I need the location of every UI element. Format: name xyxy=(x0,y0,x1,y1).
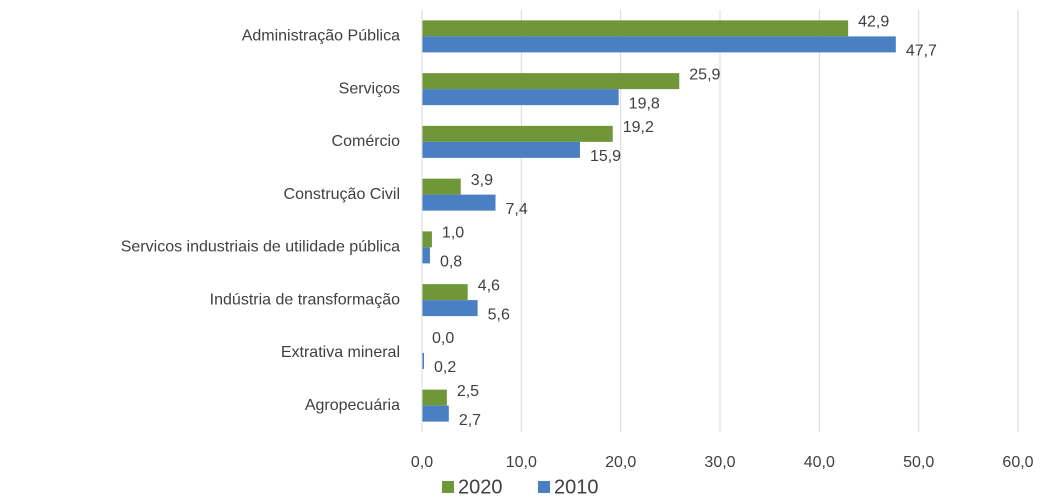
y-tick-label: Agropecuária xyxy=(305,397,400,414)
x-tick-label: 60,0 xyxy=(1002,454,1033,471)
bar xyxy=(422,73,680,90)
legend-label: 2020 xyxy=(458,476,503,498)
data-label: 2,5 xyxy=(457,383,479,400)
data-label: 42,9 xyxy=(858,14,889,31)
data-label: 19,2 xyxy=(623,119,654,136)
data-label: 1,0 xyxy=(442,225,464,242)
data-label: 15,9 xyxy=(590,148,621,165)
bar xyxy=(422,141,580,158)
x-tick-label: 40,0 xyxy=(804,454,835,471)
bar xyxy=(422,89,619,106)
y-tick-label: Servicos industriais de utilidade públic… xyxy=(121,239,400,256)
y-tick-label: Construção Civil xyxy=(284,186,400,203)
bar xyxy=(422,284,468,301)
data-label: 3,9 xyxy=(471,172,493,189)
legend-label: 2010 xyxy=(554,476,599,498)
x-tick-label: 10,0 xyxy=(506,454,537,471)
legend-swatch xyxy=(538,481,550,493)
data-label: 0,2 xyxy=(434,359,456,376)
bar xyxy=(422,194,496,211)
data-label: 0,0 xyxy=(432,330,454,347)
bar xyxy=(422,389,447,406)
x-tick-label: 20,0 xyxy=(605,454,636,471)
x-tick-label: 30,0 xyxy=(704,454,735,471)
data-label: 47,7 xyxy=(906,43,937,60)
bar xyxy=(422,125,613,142)
bar xyxy=(422,300,478,317)
data-label: 5,6 xyxy=(488,306,510,323)
y-tick-label: Administração Pública xyxy=(242,28,400,45)
y-tick-label: Comércio xyxy=(332,133,401,150)
data-label: 0,8 xyxy=(440,254,462,271)
y-tick-label: Indústria de transformação xyxy=(210,291,400,308)
bar xyxy=(422,178,461,195)
data-label: 2,7 xyxy=(459,412,481,429)
x-tick-label: 50,0 xyxy=(903,454,934,471)
data-label: 7,4 xyxy=(506,201,528,218)
data-label: 4,6 xyxy=(478,277,500,294)
x-tick-label: 0,0 xyxy=(411,454,433,471)
bar xyxy=(422,36,896,53)
bar xyxy=(422,352,424,369)
data-label: 25,9 xyxy=(689,66,720,83)
bar xyxy=(422,247,430,264)
y-tick-label: Extrativa mineral xyxy=(281,344,400,361)
data-label: 19,8 xyxy=(629,95,660,112)
bar xyxy=(422,20,849,37)
bar xyxy=(422,405,449,422)
legend-swatch xyxy=(442,481,454,493)
y-tick-label: Serviços xyxy=(339,80,400,97)
bar xyxy=(422,231,432,248)
